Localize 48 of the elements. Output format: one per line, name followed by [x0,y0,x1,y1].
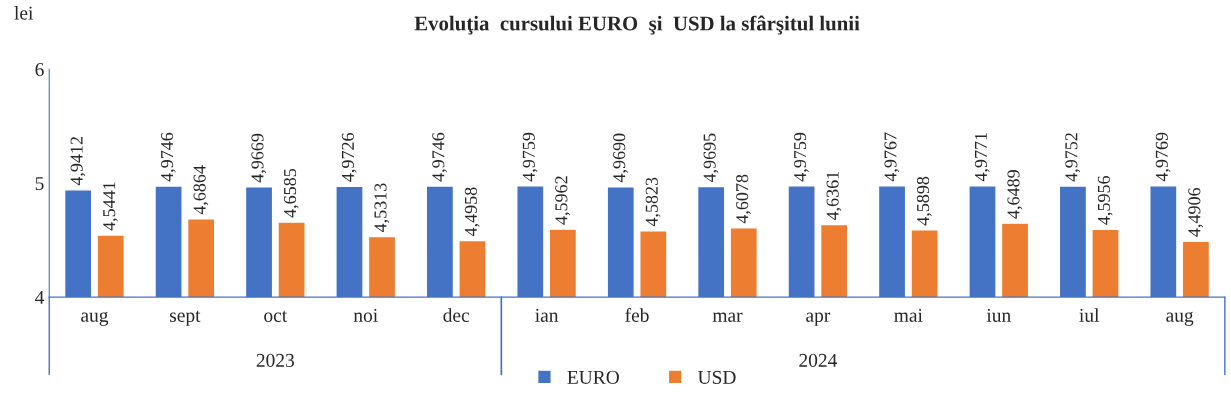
data-label: 4,6078 [736,174,751,224]
x-tick-label: dec [443,308,470,322]
data-label: 4,9690 [613,133,628,183]
data-label: 4,6489 [1007,170,1023,219]
x-tick-label: mai [894,308,923,322]
data-label: 4,9412 [70,137,86,186]
data-label: 4,5956 [1097,175,1113,225]
data-label: 4,5823 [645,177,661,227]
x-tick-label: mar [712,312,743,322]
data-label: 4,9726 [341,132,357,182]
legend-label: EURO [567,370,619,384]
x-tick-label: noi [353,308,378,322]
data-label: 4,6361 [826,171,842,221]
x-tick-label: iul [1079,308,1100,322]
data-label: 4,5962 [555,176,571,225]
data-label: 4,9759 [522,132,538,182]
x-tick-label: sept [170,310,201,326]
legend-label: USD [697,370,736,384]
data-label: 4,9746 [432,132,448,182]
x-tick-label: apr [806,312,831,326]
x-tick-label: iun [986,308,1011,322]
data-label: 4,9669 [251,133,267,183]
y-tick-label: 6 [35,63,44,77]
x-tick-label: aug [81,311,109,326]
data-label: 4,9759 [794,132,809,182]
x-tick-label: oct [264,310,288,322]
data-label: 4,9767 [884,132,900,182]
y-axis-title: lei [14,5,34,20]
data-label: 4,5441 [103,182,118,231]
data-label: 4,5898 [916,176,932,226]
y-tick-label: 5 [35,177,44,191]
data-label: 4,9771 [974,133,990,182]
chart-title: Evoluţia cursului EURO şi USD la sfârşitul lunii [414,15,860,35]
data-label: 4,4958 [464,187,480,237]
data-label: 4,6864 [193,165,209,215]
x-tick-label: ian [535,308,559,322]
data-label: 4,6585 [283,168,299,218]
data-label: 4,9695 [703,133,719,183]
y-tick-label: 4 [35,291,45,304]
data-label: 4,9769 [1155,132,1171,182]
data-label: 4,9746 [160,132,176,182]
x-tick-label: feb [625,308,649,322]
data-label: 4,5313 [374,183,390,233]
x-tick-label: aug [1166,311,1194,326]
annotation: 2024 [799,353,838,367]
annotation: 2023 [256,353,294,367]
data-label: 4,9752 [1065,133,1081,182]
data-label: 4,4906 [1188,187,1204,237]
